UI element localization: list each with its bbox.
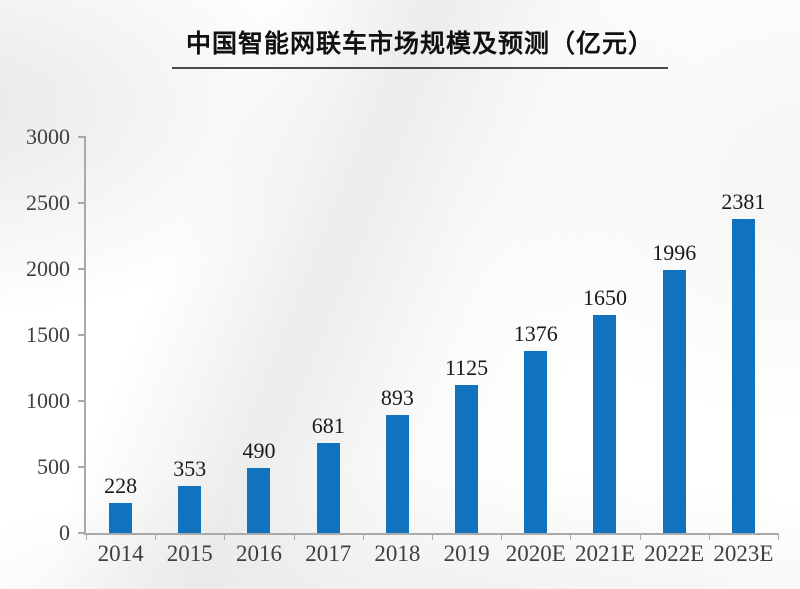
bar [524,351,548,533]
bar-slot: 1650 [570,286,639,533]
x-tick-label: 2023E [713,541,774,566]
bar [593,315,617,533]
y-tick-mark [78,466,86,468]
chart-title-row: 中国智能网联车市场规模及预测（亿元） [40,24,800,69]
y-tick-label: 2500 [26,190,70,215]
bar-value-label: 353 [173,456,207,482]
y-tick-label: 1500 [26,322,70,347]
x-tick-mark [432,533,433,540]
x-tick-label: 2016 [235,541,282,566]
x-tick-mark [501,533,503,540]
bar [247,468,271,533]
x-tick-mark [570,533,572,540]
bar-value-label: 1650 [582,285,627,311]
x-tick-label: 2015 [166,541,213,566]
bar [662,269,686,533]
x-tick-label: 2019 [443,541,490,566]
bar [385,415,409,533]
bar [316,443,340,533]
bar [109,502,133,533]
bar-slot: 490 [224,439,293,533]
y-tick-mark [78,268,86,270]
bar [455,384,479,533]
x-tick-mark [224,533,226,540]
x-tick-mark [708,533,710,540]
bar-slot: 681 [294,414,363,533]
y-tick-mark [78,136,86,138]
x-tick-mark [86,533,87,540]
bar-value-label: 681 [311,413,345,439]
x-tick-mark [155,533,157,540]
x-tick-label: 2021E [574,541,636,566]
bar-value-label: 1996 [652,239,697,265]
bar [731,218,755,533]
bar-value-label: 2381 [721,188,766,214]
bar-value-label: 1125 [445,354,489,380]
plot-area: 0 500 1000 1500 2000 2500 3000 228 353 490 681 893… [26,126,779,566]
y-tick-label: 500 [37,454,70,479]
bar [178,486,202,533]
x-tick-mark [362,533,364,540]
chart-title: 中国智能网联车市场规模及预测（亿元） [171,24,668,69]
x-tick-mark [778,533,779,540]
x-tick-label: 2022E [644,541,705,566]
bar-slot: 1125 [432,354,501,533]
y-tick-label: 2000 [26,256,70,281]
bar-slot: 2381 [709,188,778,533]
bar-slot: 228 [86,472,155,533]
x-tick-label: 2020E [505,541,566,566]
bar-slot: 1996 [640,239,709,533]
y-tick-mark [78,532,86,534]
x-tick-label: 2018 [374,541,421,566]
x-tick-mark [639,533,641,540]
bar-value-label: 228 [104,472,138,498]
y-tick-label: 3000 [26,124,70,149]
bar-slot: 353 [155,457,224,533]
x-tick-mark [293,533,295,540]
y-tick-mark [78,202,86,204]
y-tick-mark [78,400,86,402]
y-tick-mark [78,334,86,336]
bar-value-label: 490 [242,438,276,464]
bar-value-label: 1376 [513,321,558,347]
bar-value-label: 893 [380,385,414,411]
y-tick-label: 0 [59,520,70,545]
y-tick-label: 1000 [26,388,70,413]
x-tick-label: 2014 [97,541,144,566]
bar-slot: 893 [363,386,432,533]
x-tick-label: 2017 [305,541,352,566]
bar-slot: 1376 [501,322,570,533]
